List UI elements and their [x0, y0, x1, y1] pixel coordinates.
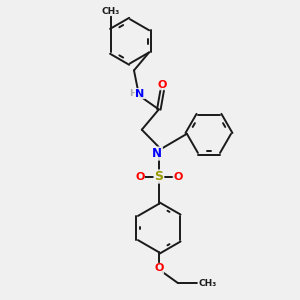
- Text: O: O: [135, 172, 144, 182]
- Text: S: S: [154, 170, 163, 183]
- Text: CH₃: CH₃: [198, 279, 217, 288]
- Text: N: N: [152, 147, 162, 160]
- Text: N: N: [135, 88, 144, 99]
- Text: O: O: [173, 172, 183, 182]
- Text: CH₃: CH₃: [102, 7, 120, 16]
- Text: O: O: [154, 263, 164, 273]
- Text: O: O: [158, 80, 167, 90]
- Text: H: H: [129, 89, 137, 98]
